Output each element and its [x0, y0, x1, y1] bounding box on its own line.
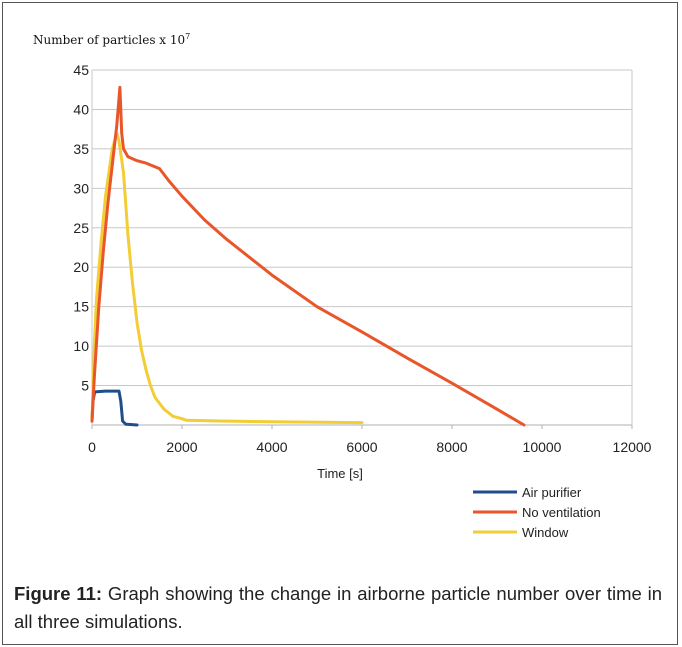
y-tick-label: 25	[73, 220, 89, 236]
x-tick-label: 4000	[256, 439, 287, 455]
y-tick-label: 45	[73, 62, 89, 78]
y-tick-label: 40	[73, 101, 89, 117]
y-tick-label: 5	[81, 378, 89, 394]
caption-label: Figure 11:	[14, 583, 103, 604]
series-line-window	[90, 131, 364, 425]
series-line-no-ventilation	[90, 85, 526, 427]
line-chart: 5 10 15 20 25 30 35 40 45 0 2000 4000 6000 8000 10000 1…	[73, 62, 652, 540]
x-tick-label: 8000	[436, 439, 467, 455]
y-tick-label: 15	[73, 299, 89, 315]
caption-text: Graph showing the change in airborne par…	[14, 583, 663, 632]
x-tick-label: 6000	[346, 439, 377, 455]
y-axis-label-exponent: 7	[185, 32, 191, 41]
figure-caption: Figure 11: Graph showing the change in a…	[14, 580, 662, 636]
legend-label-window: Window	[522, 525, 569, 540]
x-tick-label: 12000	[613, 439, 652, 455]
y-axis-label: Number of particles x 107	[33, 32, 191, 48]
legend-label-air-purifier: Air purifier	[522, 485, 582, 500]
x-axis-label: Time [s]	[317, 466, 363, 481]
y-tick-label: 35	[73, 141, 89, 157]
series-line-air-purifier	[90, 389, 139, 427]
x-tick-label: 2000	[166, 439, 197, 455]
legend-label-no-ventilation: No ventilation	[522, 505, 601, 520]
x-tick-label: 0	[88, 439, 96, 455]
y-tick-label: 20	[73, 259, 89, 275]
y-tick-label: 10	[73, 338, 89, 354]
x-tick-label: 10000	[523, 439, 562, 455]
y-tick-label: 30	[73, 180, 89, 196]
